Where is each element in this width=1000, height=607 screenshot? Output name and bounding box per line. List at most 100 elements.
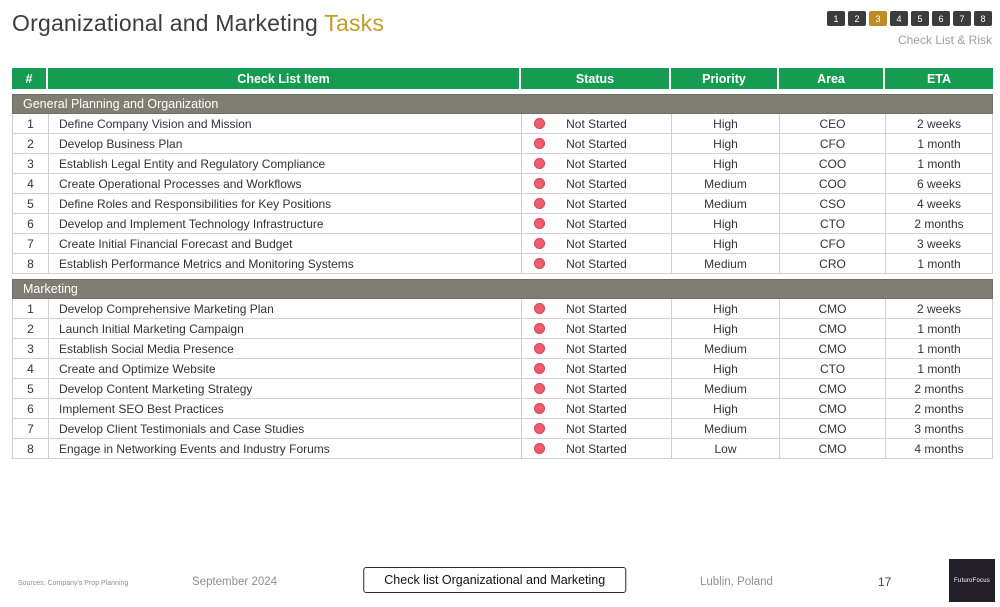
table-row: 7 Create Initial Financial Forecast and B… (12, 234, 993, 254)
cell-num: 3 (13, 339, 49, 358)
cell-status: Not Started (522, 379, 672, 398)
cell-eta: 2 weeks (916, 116, 962, 131)
cell-eta: 1 month (917, 136, 961, 151)
cell-item: Develop Content Marketing Strategy (49, 379, 522, 398)
cell-status: Not Started (522, 154, 672, 173)
cell-item: Create and Optimize Website (49, 359, 522, 378)
cell-area: CTO (780, 214, 886, 233)
cell-num: 2 (13, 319, 49, 338)
company-logo: FuturoFocus (949, 559, 995, 602)
cell-item: Establish Performance Metrics and Monito… (49, 254, 522, 273)
cell-num: 4 (13, 174, 49, 193)
status-dot-icon (534, 138, 545, 149)
cell-priority: Medium (672, 174, 780, 193)
table-header-num: # (12, 68, 48, 89)
status-dot-icon (534, 303, 545, 314)
footer-date: September 2024 (192, 576, 278, 588)
table-row: 4 Create Operational Processes and Workfl… (12, 174, 993, 194)
cell-eta: 4 weeks (916, 196, 962, 211)
table-row: 6 Implement SEO Best Practices Not Started… (12, 399, 993, 419)
cell-area: CRO (780, 254, 886, 273)
status-label: Not Started (566, 116, 627, 131)
cell-priority: Low (672, 439, 780, 458)
status-dot-icon (534, 218, 545, 229)
cell-area: CMO (780, 319, 886, 338)
cell-priority: Medium (672, 254, 780, 273)
pagination-page-2[interactable]: 2 (848, 11, 866, 26)
table-row: 2 Launch Initial Marketing Campaign Not St… (12, 319, 993, 339)
pagination-page-1[interactable]: 1 (827, 11, 845, 26)
cell-area: CMO (780, 299, 886, 318)
cell-priority: High (672, 359, 780, 378)
table-header-priority: Priority (671, 68, 779, 89)
table-row: 1 Develop Comprehensive Marketing Plan Not… (12, 299, 993, 319)
cell-num: 2 (13, 134, 49, 153)
cell-eta: 4 months (914, 441, 964, 456)
status-dot-icon (534, 443, 545, 454)
status-label: Not Started (566, 156, 627, 171)
status-label: Not Started (566, 321, 627, 336)
table-row: 3 Establish Legal Entity and Regulatory C… (12, 154, 993, 174)
table-row: 5 Develop Content Marketing Strategy Not S… (12, 379, 993, 399)
cell-num: 7 (13, 234, 49, 253)
cell-num: 6 (13, 214, 49, 233)
status-label: Not Started (566, 301, 627, 316)
section-header: General Planning and Organization (12, 94, 993, 114)
cell-priority: High (672, 299, 780, 318)
cell-num: 5 (13, 379, 49, 398)
cell-area: COO (780, 174, 886, 193)
table-row: 8 Establish Performance Metrics and Monit… (12, 254, 993, 274)
cell-item: Engage in Networking Events and Industry… (49, 439, 522, 458)
cell-num: 7 (13, 419, 49, 438)
cell-status: Not Started (522, 194, 672, 213)
cell-item: Define Roles and Responsibilities for Ke… (49, 194, 522, 213)
cell-status: Not Started (522, 439, 672, 458)
sources-text: Sources: Company's Prop Planning (18, 580, 129, 587)
pagination-page-7[interactable]: 7 (953, 11, 971, 26)
cell-eta: 2 months (914, 216, 964, 231)
cell-area: CEO (780, 114, 886, 133)
cell-num: 1 (13, 114, 49, 133)
status-label: Not Started (566, 136, 627, 151)
cell-num: 6 (13, 399, 49, 418)
status-dot-icon (534, 158, 545, 169)
cell-eta: 1 month (917, 256, 961, 271)
status-dot-icon (534, 343, 545, 354)
pagination-page-8[interactable]: 8 (974, 11, 992, 26)
pagination-page-5[interactable]: 5 (911, 11, 929, 26)
table-row: 2 Develop Business Plan Not Started High CFO… (12, 134, 993, 154)
cell-eta: 2 weeks (916, 301, 962, 316)
table-header-eta: ETA (885, 68, 993, 89)
cell-item: Implement SEO Best Practices (49, 399, 522, 418)
page-title-accent: Tasks (324, 10, 385, 36)
status-label: Not Started (566, 236, 627, 251)
table-row: 6 Develop and Implement Technology Infras… (12, 214, 993, 234)
cell-priority: Medium (672, 339, 780, 358)
cell-eta: 6 weeks (916, 176, 962, 191)
cell-item: Establish Social Media Presence (49, 339, 522, 358)
cell-status: Not Started (522, 134, 672, 153)
cell-status: Not Started (522, 299, 672, 318)
pagination-label: Check List & Risk (897, 33, 992, 47)
pagination-page-6[interactable]: 6 (932, 11, 950, 26)
cell-status: Not Started (522, 174, 672, 193)
pagination-page-4[interactable]: 4 (890, 11, 908, 26)
table-row: 8 Engage in Networking Events and Industr… (12, 439, 993, 459)
cell-priority: High (672, 234, 780, 253)
cell-item: Create Operational Processes and Workflo… (49, 174, 522, 193)
company-logo-text: FuturoFocus (954, 577, 990, 584)
status-dot-icon (534, 423, 545, 434)
page-title: Organizational and Marketing Tasks (12, 10, 384, 37)
cell-area: COO (780, 154, 886, 173)
table-row: 1 Define Company Vision and Mission Not St… (12, 114, 993, 134)
cell-priority: Medium (672, 379, 780, 398)
cell-item: Create Initial Financial Forecast and Bu… (49, 234, 522, 253)
section-header: Marketing (12, 279, 993, 299)
cell-area: CMO (780, 419, 886, 438)
cell-priority: High (672, 319, 780, 338)
checklist-footer-button[interactable]: Check list Organizational and Marketing (363, 567, 627, 593)
cell-status: Not Started (522, 359, 672, 378)
status-label: Not Started (566, 216, 627, 231)
pagination-page-3[interactable]: 3 (869, 11, 887, 26)
